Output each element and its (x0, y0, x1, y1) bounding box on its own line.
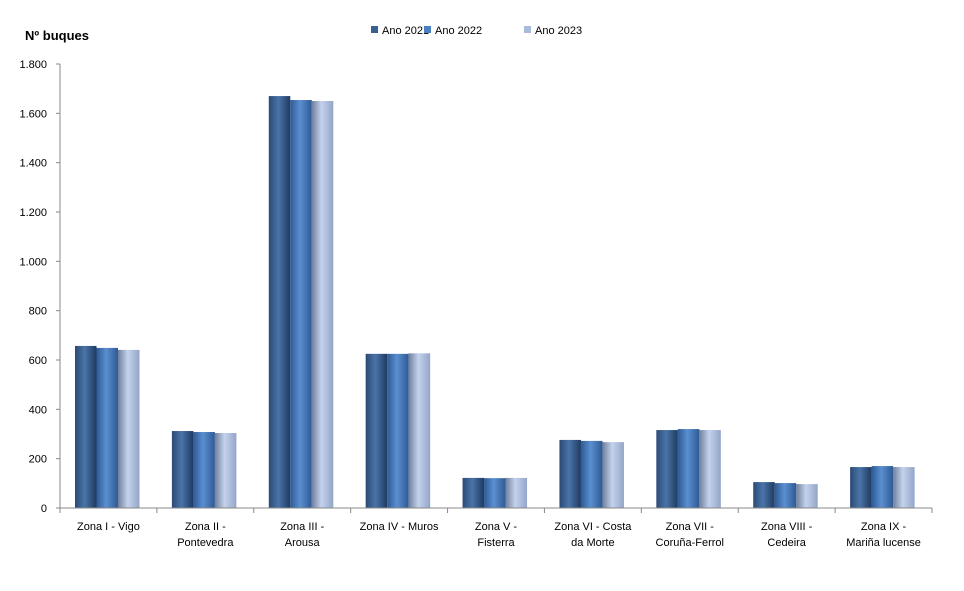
bar-ano-2021 (462, 477, 485, 508)
bar-ano-2022 (193, 432, 215, 508)
bar-ano-2022 (290, 100, 312, 508)
legend: Ano 2021 Ano 2022 Ano 2023 (371, 25, 582, 37)
bar-ano-2021 (171, 431, 194, 508)
x-tick-label: Zona II - (185, 521, 226, 533)
y-tick-label: 1.600 (19, 108, 47, 120)
y-tick-label: 0 (41, 503, 47, 515)
x-tick-label: Coruña-Ferrol (656, 537, 724, 549)
bar-ano-2021 (656, 430, 678, 508)
y-tick-label: 200 (29, 454, 47, 466)
legend-swatch (424, 26, 431, 33)
legend-label: Ano 2022 (435, 25, 482, 37)
legend-swatch (371, 26, 378, 33)
x-axis: Zona I - Vigo Zona II - Pontevedra Zona III… (59, 507, 933, 549)
bar-ano-2023 (602, 442, 624, 508)
x-tick-label: Zona V - (475, 521, 518, 533)
y-tick-label: 400 (29, 404, 47, 416)
bar-ano-2021 (559, 439, 581, 508)
y-tick-label: 600 (29, 355, 47, 367)
bar-ano-2021 (850, 467, 872, 508)
x-tick-label: Pontevedra (177, 537, 234, 549)
bar-ano-2021 (268, 96, 291, 509)
y-tick-label: 1.400 (19, 158, 47, 170)
bar-ano-2021 (365, 353, 388, 508)
y-tick-label: 1.000 (19, 256, 47, 268)
x-tick-label: Arousa (285, 537, 321, 549)
bar-ano-2022 (580, 440, 603, 508)
legend-swatch (524, 26, 531, 33)
x-tick-label: Zona VII - (666, 521, 715, 533)
bar-ano-2023 (118, 349, 140, 508)
y-tick-label: 1.200 (19, 207, 47, 219)
legend-label: Ano 2021 (382, 25, 429, 37)
x-tick-label: Fisterra (477, 537, 515, 549)
y-axis: 0 200 400 600 800 1.000 1.200 1.400 1.600 1.800 (19, 59, 61, 515)
y-tick-label: 1.800 (19, 59, 47, 71)
bar-ano-2022 (871, 466, 894, 508)
x-tick-label: Mariña lucense (846, 537, 921, 549)
bar-ano-2023 (893, 467, 915, 508)
bar-ano-2023 (796, 484, 818, 508)
bar-ano-2022 (387, 353, 409, 508)
bar-ano-2021 (75, 345, 97, 508)
x-tick-label: da Morte (571, 537, 614, 549)
bar-ano-2023 (214, 433, 237, 508)
y-tick-label: 800 (29, 306, 47, 318)
x-tick-label: Cedeira (767, 537, 806, 549)
bar-ano-2022 (484, 478, 506, 508)
bars (75, 96, 915, 509)
legend-label: Ano 2023 (535, 25, 582, 37)
x-tick-label: Zona IV - Muros (360, 521, 439, 533)
bar-ano-2022 (96, 347, 118, 508)
bar-ano-2021 (753, 482, 775, 508)
x-tick-label: Zona VIII - (761, 521, 813, 533)
bar-ano-2022 (774, 483, 797, 508)
x-tick-label: Zona I - Vigo (77, 521, 140, 533)
x-tick-label: Zona III - (280, 521, 324, 533)
x-tick-label: Zona IX - (861, 521, 907, 533)
bar-ano-2023 (505, 477, 528, 508)
bar-ano-2023 (311, 101, 334, 508)
bar-ano-2023 (408, 353, 431, 508)
bar-ano-2023 (699, 430, 721, 508)
y-axis-label: Nº buques (25, 28, 89, 43)
bar-ano-2022 (677, 429, 700, 508)
x-tick-label: Zona VI - Costa (554, 521, 632, 533)
